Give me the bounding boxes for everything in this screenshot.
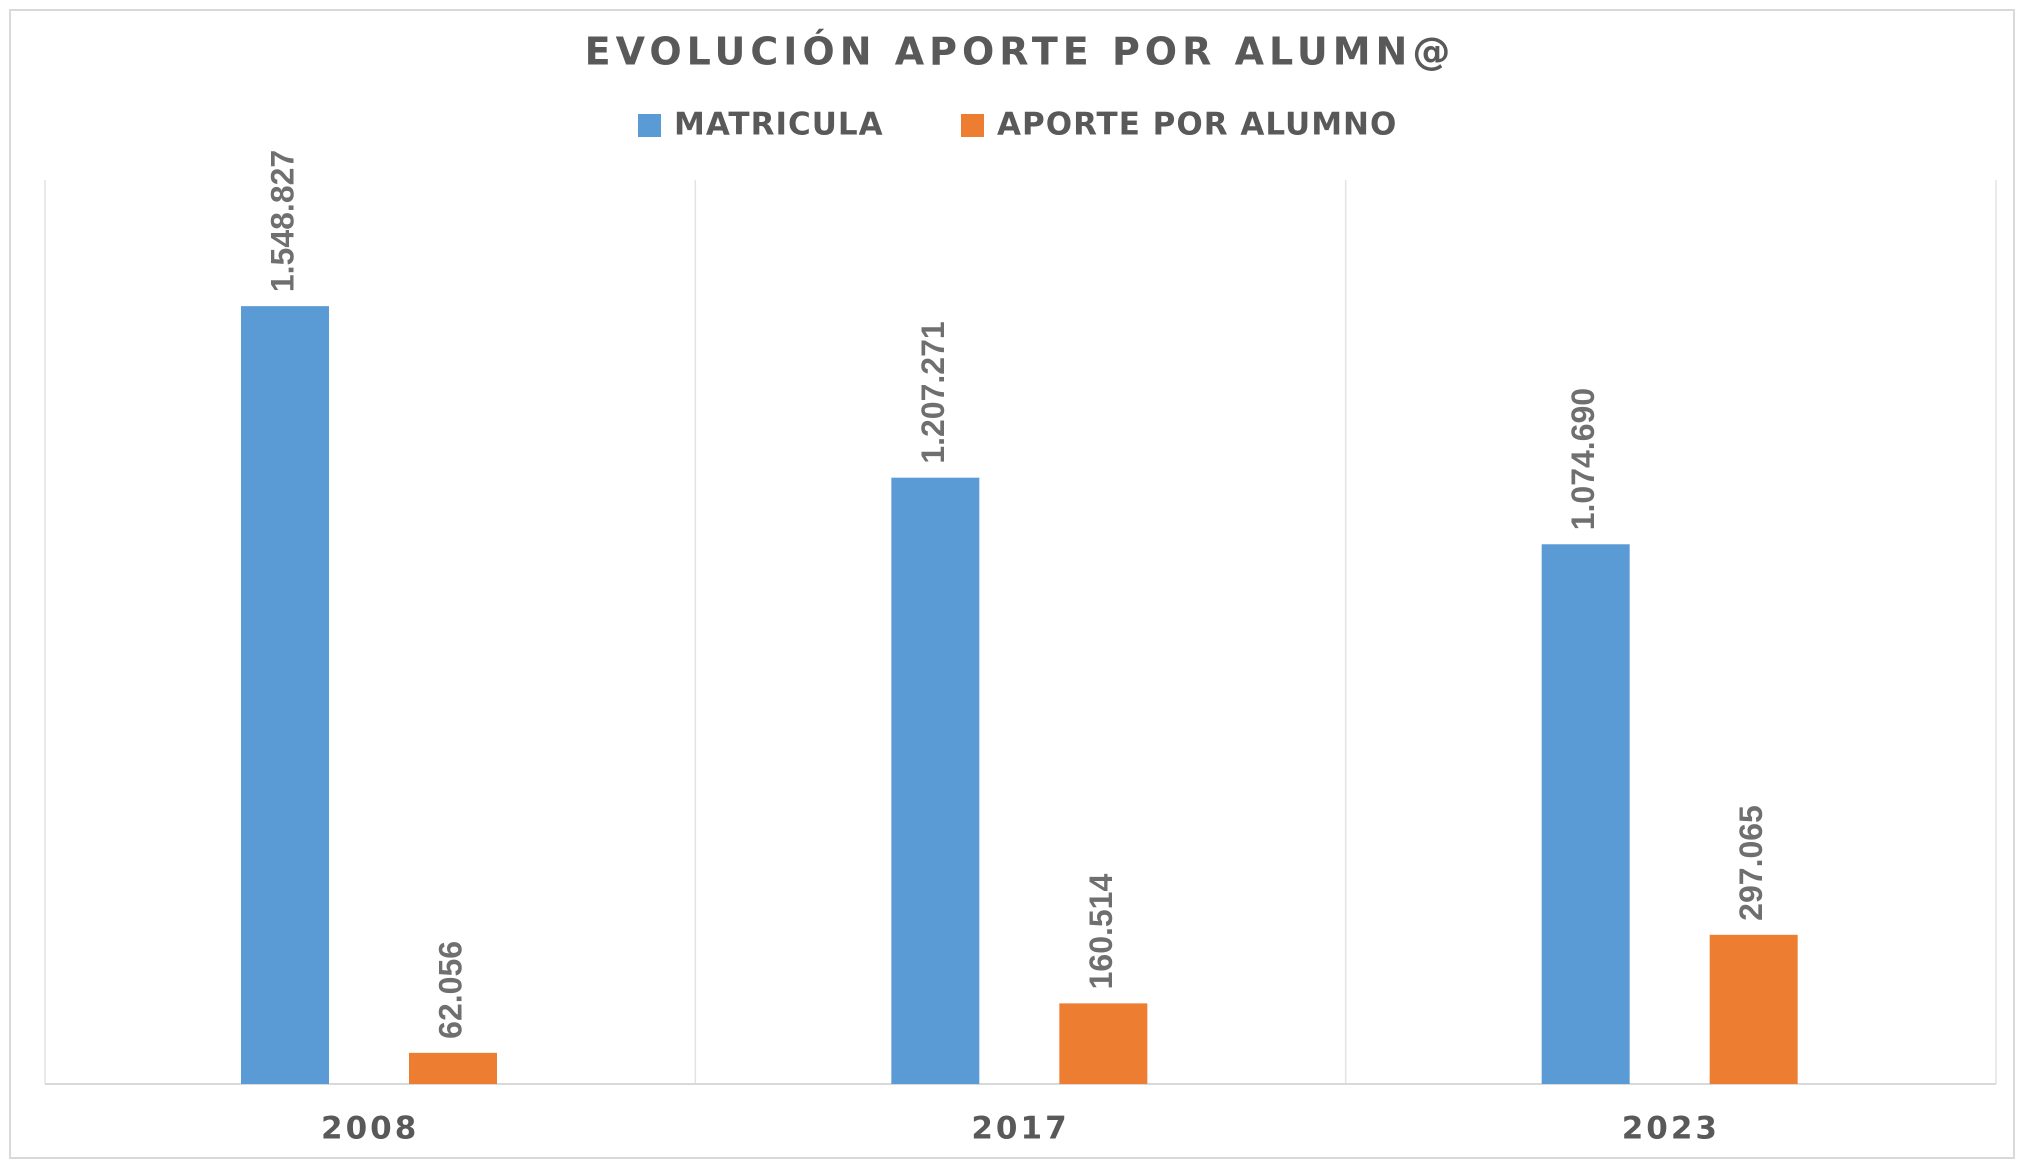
data-label: 297.065 xyxy=(1733,805,1769,921)
bar xyxy=(1059,1003,1148,1084)
legend-swatch xyxy=(638,114,661,137)
bar xyxy=(409,1052,497,1084)
bar xyxy=(891,477,980,1085)
bar xyxy=(1541,544,1630,1084)
chart-title: EVOLUCIÓN APORTE POR ALUMN@ xyxy=(585,30,1456,74)
data-label: 1.548.827 xyxy=(264,150,300,292)
bar xyxy=(241,306,329,1084)
data-label: 1.074.690 xyxy=(1565,388,1601,530)
legend-swatch xyxy=(961,114,984,137)
legend-label: MATRICULA xyxy=(674,107,884,143)
data-label: 160.514 xyxy=(1083,874,1119,990)
data-label: 62.056 xyxy=(432,941,468,1039)
data-label: 1.207.271 xyxy=(915,321,951,463)
chart-border xyxy=(9,9,2015,1159)
legend-label: APORTE POR ALUMNO xyxy=(997,107,1397,143)
x-tick-label: 2008 xyxy=(321,1111,419,1147)
x-tick-label: 2023 xyxy=(1622,1111,1720,1147)
bar xyxy=(1709,934,1798,1084)
x-tick-label: 2017 xyxy=(971,1111,1069,1147)
